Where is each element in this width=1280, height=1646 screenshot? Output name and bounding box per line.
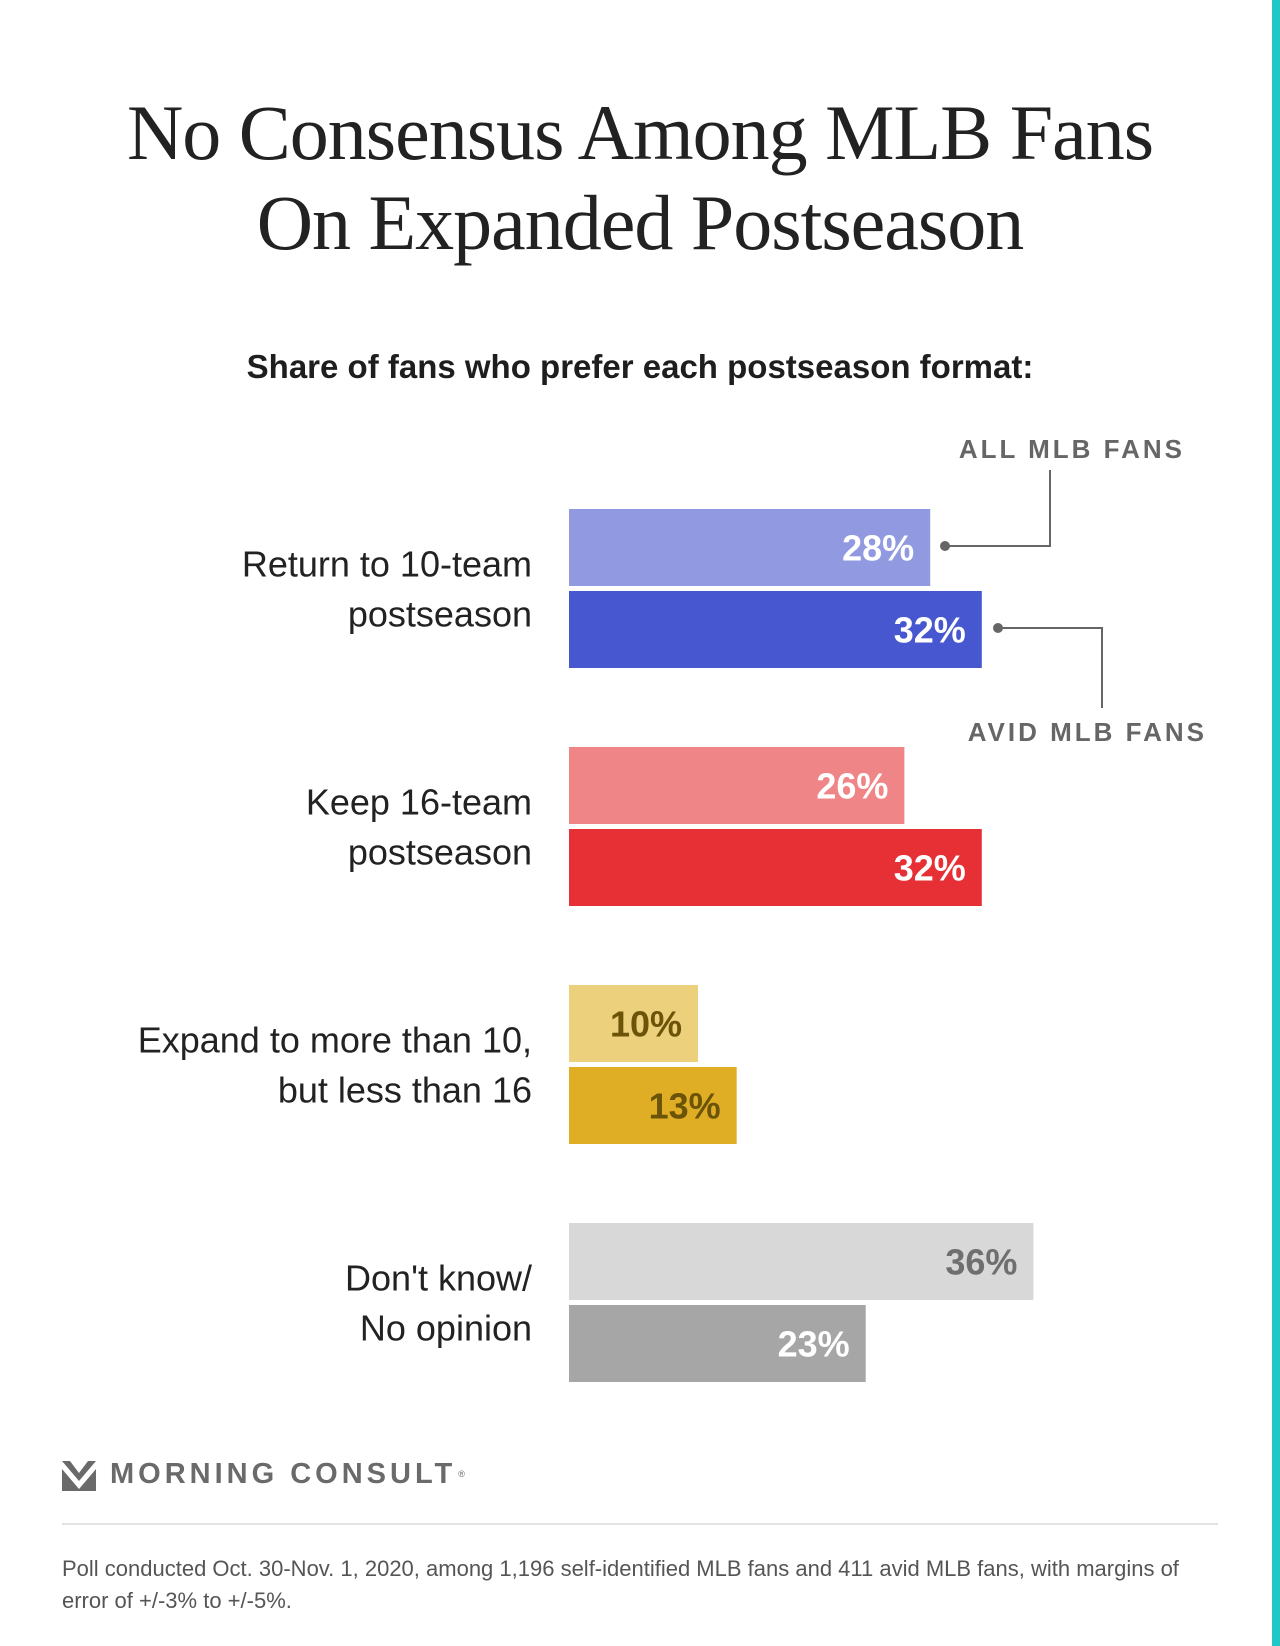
bar bbox=[569, 1305, 866, 1382]
category-label: postseason bbox=[348, 594, 532, 635]
bar-group: Keep 16-team postseason 26%32% bbox=[306, 747, 982, 906]
chart-subtitle: Share of fans who prefer each postseason… bbox=[246, 348, 1034, 385]
bar bbox=[569, 509, 931, 586]
bar-value-label: 26% bbox=[816, 766, 888, 807]
category-label: Don't know/ bbox=[345, 1258, 532, 1299]
bar bbox=[569, 829, 982, 906]
brand-logo: MORNING CONSULT ® bbox=[62, 1456, 465, 1492]
legend-all-fans-label: ALL MLB FANS bbox=[959, 434, 1185, 464]
category-label: No opinion bbox=[360, 1308, 532, 1349]
bar bbox=[569, 1067, 737, 1144]
bar bbox=[569, 1223, 1034, 1300]
legend-avid-fans-label: AVID MLB FANS bbox=[968, 717, 1207, 747]
brand-name: MORNING CONSULT bbox=[110, 1457, 457, 1490]
category-label: postseason bbox=[348, 832, 532, 873]
legend-all-fans-leader-dot bbox=[940, 541, 950, 551]
legend-all-fans-leader-line bbox=[945, 470, 1051, 547]
bar-value-label: 36% bbox=[945, 1242, 1017, 1283]
brand-registered-mark: ® bbox=[458, 1469, 465, 1479]
category-label: Return to 10-team bbox=[242, 544, 532, 585]
footer-divider bbox=[62, 1523, 1218, 1525]
bar-value-label: 10% bbox=[610, 1004, 682, 1045]
bar bbox=[569, 747, 905, 824]
accent-edge-stripe bbox=[1272, 0, 1280, 1646]
bar-value-label: 32% bbox=[894, 848, 966, 889]
chart-title: No Consensus Among MLB Fans On Expanded … bbox=[0, 88, 1280, 268]
chart-title-line-2: On Expanded Postseason bbox=[256, 179, 1025, 266]
bar-value-label: 28% bbox=[842, 528, 914, 569]
morning-consult-logo-icon bbox=[62, 1461, 96, 1491]
bar-value-label: 13% bbox=[649, 1086, 721, 1127]
category-label: Expand to more than 10, bbox=[138, 1020, 532, 1061]
chart-title-line-1: No Consensus Among MLB Fans bbox=[126, 89, 1154, 176]
legend-annotations: ALL MLB FANS AVID MLB FANS bbox=[940, 434, 1207, 747]
bar-group: Return to 10-team postseason 28% 32% bbox=[242, 509, 982, 668]
bar-group: Expand to more than 10, but less than 16 1… bbox=[138, 985, 737, 1144]
category-label: but less than 16 bbox=[278, 1070, 532, 1111]
bar-value-label: 23% bbox=[778, 1324, 850, 1365]
bar bbox=[569, 985, 698, 1062]
category-label: Keep 16-team bbox=[306, 782, 532, 823]
bar bbox=[569, 591, 982, 668]
footnote: Poll conducted Oct. 30-Nov. 1, 2020, amo… bbox=[62, 1556, 1179, 1613]
bar-value-label: 32% bbox=[894, 610, 966, 651]
legend-avid-fans-leader-dot bbox=[993, 623, 1003, 633]
bar-group: Don't know/No opinion 36% 23% bbox=[345, 1223, 1034, 1382]
legend-avid-fans-leader-line bbox=[998, 627, 1103, 708]
